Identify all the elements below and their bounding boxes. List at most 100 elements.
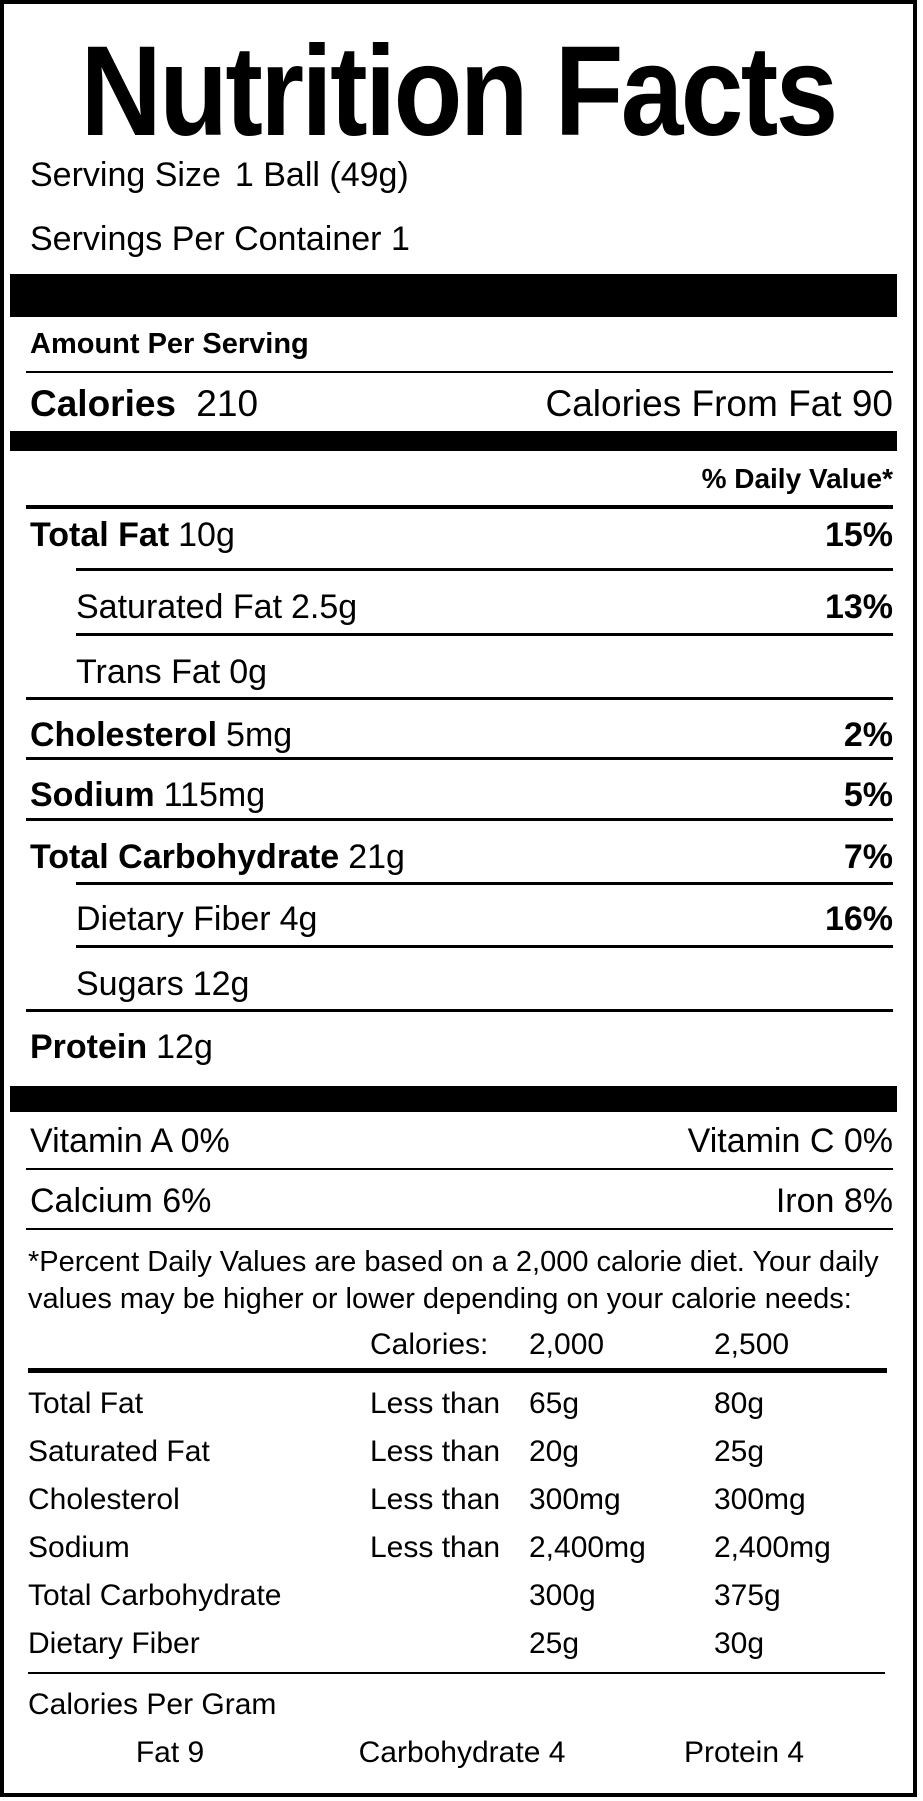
- mineral-row: Calcium 6% Iron 8%: [30, 1182, 893, 1221]
- carbohydrate-per-gram: Carbohydrate 4: [358, 1736, 566, 1769]
- calories-row: Calories 210 Calories From Fat 90: [30, 383, 893, 425]
- protein-per-gram: Protein 4: [683, 1736, 805, 1769]
- nutrient-amount: 12g: [156, 1028, 213, 1066]
- dv-row-name: Saturated Fat: [28, 1435, 210, 1468]
- divider: [76, 882, 893, 885]
- dv-table-row: Saturated Fat Less than 20g 25g: [28, 1435, 893, 1475]
- footnote-line-2: values may be higher or lower depending …: [28, 1283, 852, 1315]
- nutrient-row-sugars: Sugars 12g: [76, 965, 893, 1004]
- dv-row-2500-value: 25g: [714, 1435, 765, 1468]
- divider: [76, 568, 893, 571]
- dv-table-2500-header: 2,500: [714, 1328, 790, 1361]
- serving-size-row: Serving Size 1 Ball (49g): [30, 156, 409, 195]
- dv-row-qualifier: Less than: [370, 1387, 501, 1420]
- nutrient-name: Dietary Fiber: [76, 900, 271, 938]
- daily-value-footnote: *Percent Daily Values are based on a 2,0…: [28, 1244, 895, 1318]
- nutrient-daily-value: 13%: [824, 588, 893, 626]
- nutrient-name: Total Fat: [30, 516, 170, 554]
- dv-row-2500-value: 80g: [714, 1387, 765, 1420]
- nutrient-daily-value: 16%: [824, 900, 893, 938]
- dv-row-name: Sodium: [28, 1531, 130, 1564]
- nutrient-amount: 12g: [192, 965, 250, 1003]
- divider: [26, 757, 893, 760]
- servings-per-container-text: Servings Per Container 1: [30, 220, 410, 258]
- nutrient-daily-value: 7%: [843, 838, 893, 876]
- calories-from-fat: Calories From Fat 90: [545, 383, 894, 424]
- dv-row-name: Total Fat: [28, 1387, 144, 1420]
- dv-row-2500-value: 30g: [714, 1627, 765, 1660]
- nutrient-amount: 2.5g: [291, 588, 358, 626]
- fat-per-gram: Fat 9: [135, 1736, 205, 1769]
- nutrient-name: Sodium: [30, 776, 155, 814]
- nutrient-name: Sugars: [76, 965, 184, 1003]
- dv-table-calories-header: Calories:: [370, 1328, 489, 1361]
- divider: [26, 697, 893, 700]
- nutrient-amount: 0g: [229, 653, 268, 691]
- nutrient-row-cholesterol: Cholesterol 5mg 2%: [30, 716, 893, 755]
- nutrient-row-total-carbohydrate: Total Carbohydrate 21g 7%: [30, 838, 893, 877]
- dv-row-2500-value: 375g: [714, 1579, 781, 1612]
- nutrient-name: Protein: [30, 1028, 148, 1066]
- calories-label: Calories: [30, 383, 177, 424]
- nutrient-name: Total Carbohydrate: [30, 838, 340, 876]
- divider: [26, 818, 893, 821]
- amount-per-serving-heading: Amount Per Serving: [30, 328, 309, 360]
- serving-size-value: 1 Ball (49g): [234, 156, 409, 194]
- dv-row-qualifier: Less than: [370, 1483, 501, 1516]
- nutrient-daily-value: 2%: [843, 716, 893, 754]
- dv-row-2500-value: 2,400mg: [714, 1531, 831, 1564]
- dv-row-2500-value: 300mg: [714, 1483, 806, 1516]
- nutrient-amount: 10g: [178, 516, 235, 554]
- nutrient-amount: 115mg: [163, 776, 266, 814]
- nutrient-daily-value: 15%: [824, 516, 893, 554]
- divider: [26, 1168, 893, 1170]
- divider-heavy: [28, 1368, 887, 1373]
- dv-row-2000-value: 2,400mg: [529, 1531, 646, 1564]
- dv-row-qualifier: Less than: [370, 1531, 501, 1564]
- nutrient-row-total-fat: Total Fat 10g 15%: [30, 516, 893, 555]
- divider: [76, 945, 893, 948]
- footnote-line-1: *Percent Daily Values are based on a 2,0…: [28, 1246, 879, 1278]
- dv-row-name: Cholesterol: [28, 1483, 180, 1516]
- dv-table-header-row: Calories: 2,000 2,500: [28, 1328, 893, 1368]
- nutrient-row-dietary-fiber: Dietary Fiber 4g 16%: [76, 900, 893, 939]
- dv-row-2000-value: 300g: [529, 1579, 596, 1612]
- dv-row-2000-value: 300mg: [529, 1483, 621, 1516]
- separator-bar-medium: [10, 431, 897, 451]
- nutrient-row-trans-fat: Trans Fat 0g: [76, 653, 893, 692]
- dv-row-2000-value: 25g: [529, 1627, 580, 1660]
- dv-row-name: Total Carbohydrate: [28, 1579, 282, 1612]
- divider: [76, 633, 893, 636]
- divider: [26, 371, 893, 373]
- nutrient-amount: 4g: [279, 900, 318, 938]
- calories-value: 210: [196, 383, 259, 424]
- dv-table-2000-header: 2,000: [529, 1328, 605, 1361]
- divider: [26, 1228, 893, 1230]
- dv-row-2000-value: 65g: [529, 1387, 580, 1420]
- dv-table-row: Cholesterol Less than 300mg 300mg: [28, 1483, 893, 1523]
- iron-value: Iron 8%: [775, 1182, 893, 1220]
- servings-per-container-row: Servings Per Container 1: [30, 220, 410, 259]
- separator-bar-thick: [10, 1086, 897, 1112]
- nutrient-name: Saturated Fat: [76, 588, 283, 626]
- nutrient-daily-value: 5%: [843, 776, 893, 814]
- nutrient-name: Trans Fat: [76, 653, 221, 691]
- nutrient-row-saturated-fat: Saturated Fat 2.5g 13%: [76, 588, 893, 627]
- dv-table-row: Total Fat Less than 65g 80g: [28, 1387, 893, 1427]
- nutrient-name: Cholesterol: [30, 716, 218, 754]
- nutrient-amount: 5mg: [226, 716, 293, 754]
- label-title: Nutrition Facts: [4, 28, 913, 156]
- dv-row-2000-value: 20g: [529, 1435, 580, 1468]
- label-title-text: Nutrition Facts: [80, 20, 839, 163]
- dv-table-row: Sodium Less than 2,400mg 2,400mg: [28, 1531, 893, 1571]
- dv-row-qualifier: Less than: [370, 1435, 501, 1468]
- daily-value-heading: % Daily Value*: [701, 463, 893, 494]
- vitamin-row: Vitamin A 0% Vitamin C 0%: [30, 1122, 893, 1161]
- nutrient-row-protein: Protein 12g: [30, 1028, 893, 1067]
- vitamin-a-value: Vitamin A 0%: [30, 1122, 230, 1160]
- nutrient-row-sodium: Sodium 115mg 5%: [30, 776, 893, 815]
- calories-per-gram-heading: Calories Per Gram: [28, 1688, 277, 1721]
- dv-table-row: Dietary Fiber 25g 30g: [28, 1627, 893, 1667]
